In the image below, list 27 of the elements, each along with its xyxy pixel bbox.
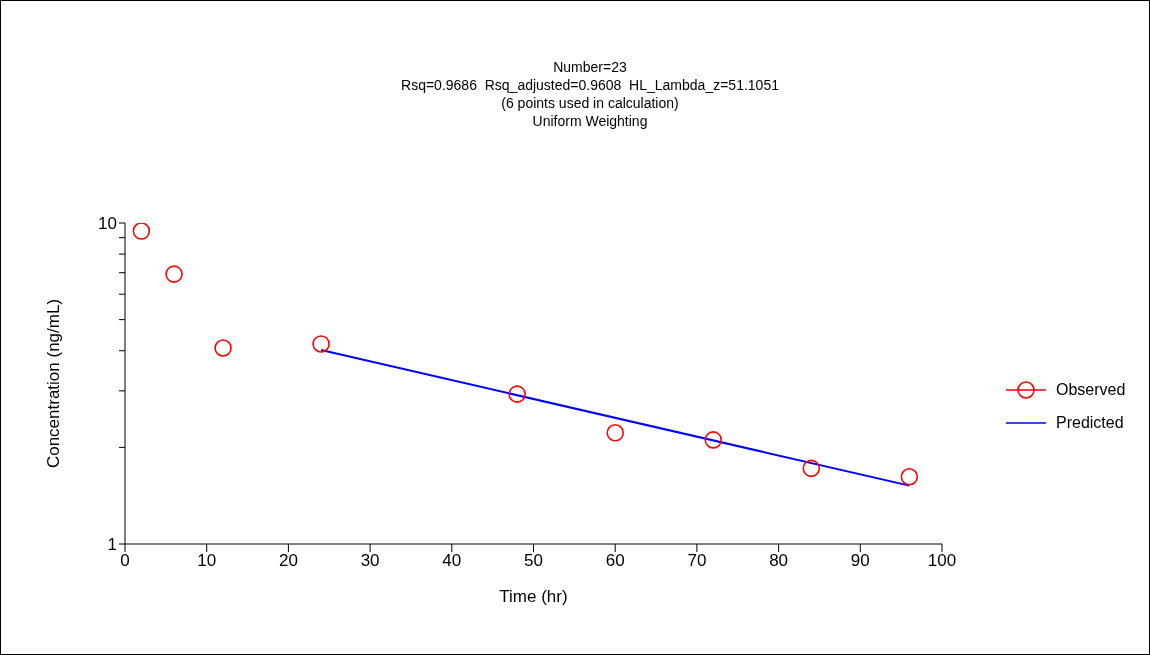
- chart-subtitle: Rsq=0.9686 Rsq_adjusted=0.9608 HL_Lambda_z=51.1051 (6 points used in calculation) Uniform Weighting: [400, 76, 780, 130]
- x-tick-label: 0: [120, 551, 130, 571]
- point: [704, 431, 723, 449]
- point: [802, 459, 821, 478]
- point: [900, 467, 919, 486]
- x-tick-label: 30: [360, 551, 380, 571]
- point: [606, 424, 624, 442]
- x-tick-label: 20: [278, 551, 298, 571]
- point: [508, 385, 526, 403]
- legend-label: Observed: [1056, 380, 1126, 399]
- x-tick-label: 50: [524, 551, 543, 571]
- x-tick-label: 80: [769, 551, 789, 571]
- x-tick-label: 100: [927, 551, 957, 571]
- point: [132, 223, 151, 240]
- point: [165, 265, 183, 283]
- x-tick-label: 60: [605, 551, 625, 571]
- x-tick-label: 10: [197, 551, 217, 571]
- x-tick-label: 90: [850, 551, 870, 571]
- x-tick-label: 40: [442, 551, 462, 571]
- point: [214, 339, 232, 357]
- y-tick-label: 1: [107, 535, 117, 555]
- chart-title: Number=23: [552, 58, 628, 76]
- legend-label: Predicted: [1056, 413, 1124, 432]
- y-axis-title: Concentration (ng/mL): [44, 298, 64, 469]
- x-axis-title: Time (hr): [499, 587, 568, 606]
- x-tick-label: 70: [687, 551, 707, 571]
- point: [312, 335, 330, 353]
